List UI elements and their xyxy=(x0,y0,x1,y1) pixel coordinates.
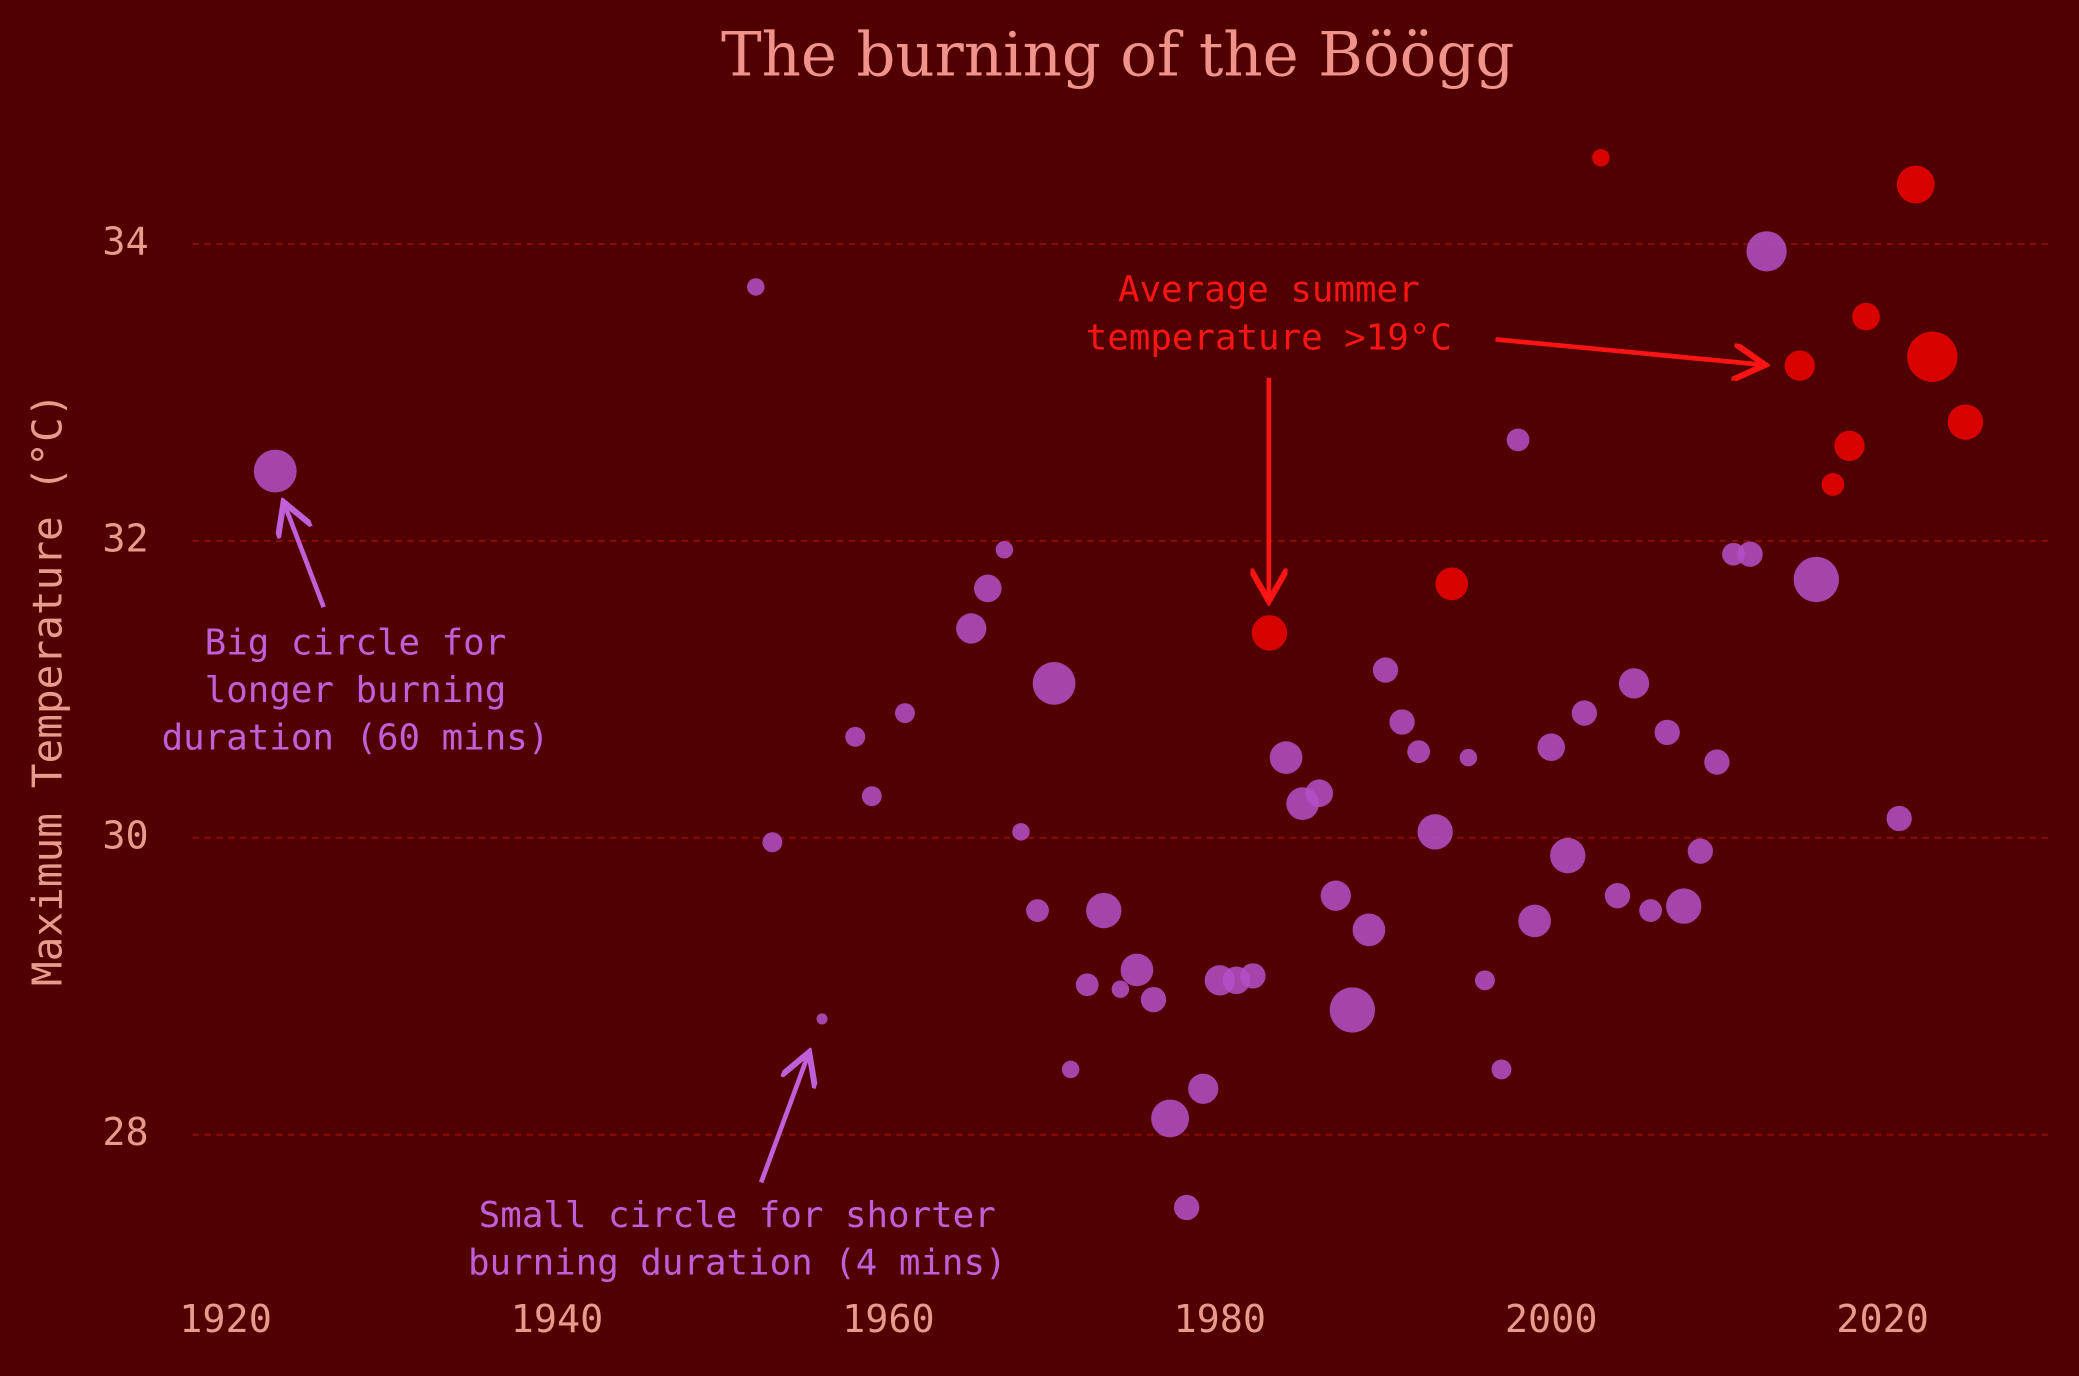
annotation-text: Average summer xyxy=(1118,270,1420,311)
bubble xyxy=(956,613,987,644)
annotation-text: duration (60 mins) xyxy=(162,718,550,759)
bubble xyxy=(1417,814,1453,850)
bubble xyxy=(1120,953,1154,987)
bubble xyxy=(1032,661,1076,705)
bubble xyxy=(1459,748,1478,767)
x-tick-label: 1960 xyxy=(842,1297,935,1342)
bubble xyxy=(1305,779,1334,808)
annotations: Big circle for longer burning duration (60… xyxy=(162,270,1761,1284)
bubble xyxy=(1491,1059,1512,1080)
annotation-arrow xyxy=(1495,337,1761,364)
bubble xyxy=(1639,899,1663,922)
bubble xyxy=(1012,823,1030,841)
bubble xyxy=(1173,1194,1200,1221)
y-tick-label: 28 xyxy=(102,1110,148,1155)
bubble xyxy=(1821,473,1845,496)
grid: 28 30 32 34 1920 1940 1960 1980 2000 2020 xyxy=(102,219,2049,1342)
bubble xyxy=(1352,913,1386,947)
y-tick-label: 32 xyxy=(102,516,148,561)
bubble xyxy=(1269,741,1303,774)
bubble xyxy=(1784,350,1815,381)
bubble xyxy=(1518,904,1551,938)
y-tick-label: 34 xyxy=(102,219,148,264)
annotation-text: longer burning xyxy=(205,670,507,711)
x-tick-label: 1940 xyxy=(511,1297,604,1342)
bubble xyxy=(845,726,866,747)
x-tick-label: 2000 xyxy=(1505,1297,1598,1342)
bubble xyxy=(894,703,915,724)
bubble xyxy=(1571,700,1598,726)
bubble xyxy=(1474,970,1495,991)
y-axis-label: Maximum Temperature (°C) xyxy=(24,393,72,987)
bubble xyxy=(1654,719,1680,746)
bubble xyxy=(1407,740,1431,764)
bubble xyxy=(1834,430,1865,461)
bubble xyxy=(1687,838,1713,864)
bubble xyxy=(816,1013,828,1025)
annotation-arrow xyxy=(758,1057,807,1184)
bubble xyxy=(1550,837,1586,874)
bubble xyxy=(1372,657,1399,683)
bubble xyxy=(1506,428,1530,452)
y-tick-label: 30 xyxy=(102,813,148,858)
annotation-text: Small circle for shorter xyxy=(479,1195,996,1236)
bubble xyxy=(1061,1060,1080,1079)
bubble xyxy=(1251,615,1288,651)
bubble xyxy=(1704,749,1730,775)
bubble xyxy=(1592,149,1610,167)
bubble xyxy=(1746,231,1787,272)
bubble xyxy=(1604,883,1631,909)
bubble xyxy=(1793,556,1839,603)
bubble xyxy=(1737,541,1763,567)
bubble xyxy=(762,832,783,853)
annotation-text: Big circle for xyxy=(205,622,507,663)
bubble xyxy=(1666,888,1702,924)
annotation-arrow xyxy=(285,506,326,608)
bubble xyxy=(1435,567,1469,601)
annotation-text: temperature >19°C xyxy=(1086,317,1452,358)
bubble xyxy=(1111,980,1130,998)
bubble xyxy=(1947,404,1984,440)
bubble xyxy=(1320,880,1351,911)
bubble xyxy=(1086,892,1122,929)
bubble xyxy=(747,278,765,296)
bubble xyxy=(1618,668,1650,699)
bubble xyxy=(253,449,297,493)
bubble xyxy=(1896,165,1935,204)
bubble xyxy=(1537,733,1566,762)
bubble xyxy=(1140,986,1167,1013)
bubble xyxy=(1188,1073,1219,1104)
x-tick-label: 2020 xyxy=(1836,1297,1929,1342)
bubble xyxy=(861,786,882,807)
marks xyxy=(253,149,1984,1221)
chart-title: The burning of the Böögg xyxy=(721,20,1514,91)
annotation-text: burning duration (4 mins) xyxy=(468,1243,1007,1284)
bubble xyxy=(1907,331,1958,382)
x-tick-label: 1980 xyxy=(1173,1297,1266,1342)
bubble xyxy=(1852,302,1880,331)
bubble xyxy=(1075,973,1099,997)
x-tick-label: 1920 xyxy=(179,1297,272,1342)
bubble xyxy=(1026,899,1049,922)
bubble xyxy=(995,541,1014,559)
bubble xyxy=(1389,709,1415,735)
bubble xyxy=(1329,987,1375,1033)
bubble xyxy=(1886,805,1912,832)
bubble xyxy=(1240,963,1266,989)
bubble xyxy=(973,574,1002,603)
bubble xyxy=(1151,1099,1190,1138)
